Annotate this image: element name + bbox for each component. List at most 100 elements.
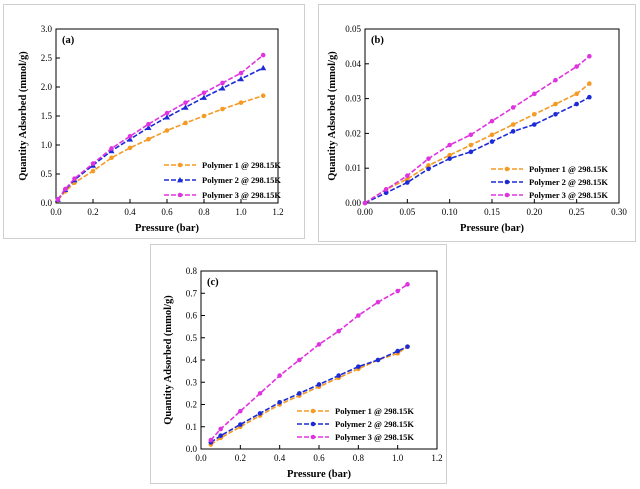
panel-label: (c) bbox=[207, 277, 219, 288]
x-axis-title: Pressure (bar) bbox=[460, 223, 525, 234]
data-point-polymer-2 bbox=[218, 433, 223, 438]
y-tick-label: 0.01 bbox=[345, 163, 361, 173]
data-point-polymer-3 bbox=[405, 173, 410, 179]
data-point-polymer-3 bbox=[238, 70, 244, 76]
y-tick-label: 0.00 bbox=[345, 198, 361, 208]
x-tick-label: 1.0 bbox=[392, 453, 404, 463]
series-line-polymer-2 bbox=[364, 96, 590, 204]
data-point-polymer-3 bbox=[62, 186, 68, 192]
data-point-polymer-3 bbox=[220, 80, 225, 86]
y-tick-label: 0.6 bbox=[186, 311, 198, 321]
data-point-polymer-3 bbox=[336, 328, 341, 334]
data-point-polymer-2 bbox=[277, 399, 282, 405]
y-tick-label: 0.5 bbox=[186, 333, 198, 343]
data-point-polymer-2 bbox=[510, 129, 516, 134]
data-point-polymer-2 bbox=[316, 382, 322, 387]
y-tick-label: 0.1 bbox=[186, 422, 197, 432]
x-tick-label: 0.15 bbox=[484, 207, 500, 217]
data-point-polymer-2 bbox=[375, 357, 381, 363]
data-point-polymer-1 bbox=[90, 168, 96, 174]
data-point-polymer-2 bbox=[356, 364, 361, 369]
data-point-polymer-3 bbox=[447, 142, 452, 148]
data-point-polymer-2 bbox=[405, 180, 410, 185]
data-point-polymer-1 bbox=[489, 132, 495, 138]
y-tick-label: 0.7 bbox=[186, 288, 198, 298]
legend-marker bbox=[504, 192, 510, 198]
data-point-polymer-1 bbox=[201, 113, 207, 119]
data-point-polymer-1 bbox=[146, 136, 151, 142]
data-point-polymer-3 bbox=[146, 121, 151, 127]
data-point-polymer-3 bbox=[277, 373, 282, 378]
series-line-polymer-2 bbox=[210, 345, 408, 443]
x-tick-label: 0.2 bbox=[87, 207, 98, 217]
data-point-polymer-2 bbox=[145, 124, 152, 130]
legend-label: Polymer 3 @ 298.15K bbox=[202, 190, 281, 200]
data-point-polymer-3 bbox=[510, 105, 516, 110]
legend-marker bbox=[177, 177, 183, 183]
legend-label: Polymer 1 @ 298.15K bbox=[335, 406, 414, 416]
data-point-polymer-1 bbox=[587, 81, 592, 86]
y-axis-title: Quantity Adsorbed (mmol/g) bbox=[327, 51, 338, 181]
data-point-polymer-3 bbox=[468, 132, 474, 138]
series-line-polymer-1 bbox=[364, 82, 590, 204]
data-point-polymer-1 bbox=[238, 100, 244, 105]
data-point-polymer-3 bbox=[405, 282, 410, 287]
y-tick-label: 2.5 bbox=[41, 53, 53, 63]
data-point-polymer-3 bbox=[426, 156, 431, 161]
data-point-polymer-3 bbox=[362, 200, 368, 206]
y-tick-label: 3.0 bbox=[41, 24, 53, 34]
data-point-polymer-3 bbox=[587, 53, 592, 59]
data-point-polymer-2 bbox=[447, 156, 452, 161]
x-tick-label: 0.0 bbox=[50, 207, 62, 217]
chart-c: 0.0 0.2 0.4 0.6 0.8 1.0 1.2 0.0 0.1 0.2 0.3 0.4 0.5 0… bbox=[163, 266, 443, 480]
data-point-polymer-1 bbox=[164, 128, 170, 133]
data-point-polymer-3 bbox=[375, 299, 381, 305]
x-tick-label: 0.6 bbox=[161, 207, 173, 217]
data-point-polymer-1 bbox=[426, 163, 431, 168]
x-tick-label: 0.8 bbox=[353, 453, 365, 463]
y-tick-label: 0.04 bbox=[345, 59, 361, 69]
y-tick-label: 0.3 bbox=[186, 377, 198, 387]
data-point-polymer-1 bbox=[468, 142, 474, 148]
x-tick-label: 1.2 bbox=[431, 453, 442, 463]
chart-panel-a: 0.0 0.2 0.4 0.6 0.8 1.0 1.2 0.0 0.5 1.0 1.5 2.0 2.5 3… bbox=[3, 4, 305, 239]
chart-panel-c: 0.0 0.2 0.4 0.6 0.8 1.0 1.2 0.0 0.1 0.2 0.3 0.4 0.5 0… bbox=[150, 244, 447, 484]
y-tick-label: 2.0 bbox=[41, 82, 53, 92]
x-tick-label: 0.20 bbox=[526, 207, 542, 217]
legend-marker bbox=[310, 421, 316, 427]
data-point-polymer-3 bbox=[574, 64, 579, 69]
data-point-polymer-3 bbox=[164, 110, 170, 116]
data-point-polymer-2 bbox=[336, 373, 341, 378]
y-tick-label: 0.03 bbox=[345, 94, 361, 104]
data-point-polymer-2 bbox=[587, 94, 592, 100]
data-point-polymer-3 bbox=[238, 408, 243, 414]
data-point-polymer-1 bbox=[447, 152, 452, 158]
data-point-polymer-3 bbox=[316, 342, 322, 347]
data-point-polymer-3 bbox=[55, 197, 61, 202]
legend-marker bbox=[177, 162, 183, 168]
legend-label: Polymer 2 @ 298.15K bbox=[529, 177, 608, 187]
legend-label: Polymer 3 @ 298.15K bbox=[335, 432, 414, 442]
data-point-polymer-1 bbox=[260, 93, 266, 98]
data-point-polymer-2 bbox=[383, 190, 389, 196]
y-tick-label: 0.0 bbox=[41, 198, 53, 208]
x-tick-label: 1.0 bbox=[235, 207, 247, 217]
data-point-polymer-1 bbox=[532, 111, 537, 117]
y-tick-label: 0.8 bbox=[186, 266, 198, 276]
panel-label: (a) bbox=[62, 35, 75, 46]
data-point-polymer-2 bbox=[257, 411, 263, 416]
data-point-polymer-3 bbox=[553, 77, 558, 83]
data-point-polymer-3 bbox=[257, 391, 263, 396]
data-point-polymer-2 bbox=[219, 85, 226, 91]
data-point-polymer-3 bbox=[489, 118, 495, 124]
x-tick-label: 1.2 bbox=[272, 207, 283, 217]
series-line-polymer-3 bbox=[364, 55, 590, 204]
data-point-polymer-1 bbox=[553, 101, 558, 107]
data-point-polymer-2 bbox=[127, 136, 133, 142]
data-point-polymer-1 bbox=[109, 155, 114, 161]
x-tick-label: 0.05 bbox=[399, 207, 415, 217]
data-point-polymer-3 bbox=[383, 187, 389, 192]
data-point-polymer-2 bbox=[395, 348, 400, 354]
data-point-polymer-2 bbox=[201, 94, 207, 100]
data-point-polymer-1 bbox=[574, 91, 579, 97]
